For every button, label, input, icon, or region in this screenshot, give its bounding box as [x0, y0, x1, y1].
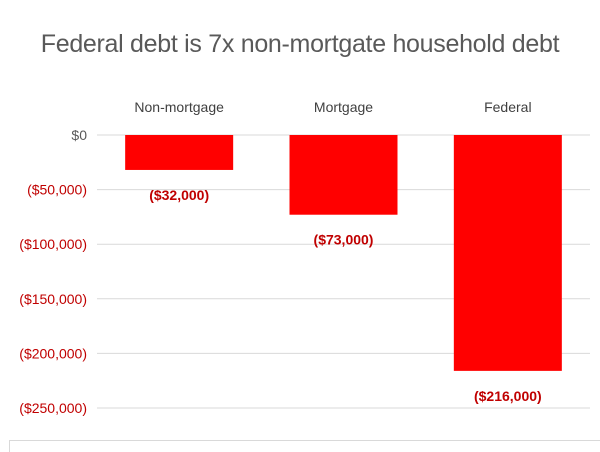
bar	[125, 135, 234, 170]
data-label: ($216,000)	[474, 388, 542, 404]
data-label: ($73,000)	[314, 232, 374, 248]
y-tick-label: $0	[71, 127, 87, 143]
bar	[453, 135, 562, 371]
y-tick-label: ($50,000)	[27, 182, 87, 198]
chart-title: Federal debt is 7x non-mortgate househol…	[40, 30, 560, 58]
bar	[289, 135, 398, 215]
category-label: Non-mortgage	[134, 99, 224, 115]
data-label: ($32,000)	[149, 187, 209, 203]
y-tick-label: ($250,000)	[19, 400, 87, 416]
category-label: Federal	[484, 99, 531, 115]
chart-border	[9, 440, 600, 452]
category-label: Mortgage	[314, 99, 373, 115]
y-tick-label: ($200,000)	[19, 345, 87, 361]
y-tick-label: ($150,000)	[19, 291, 87, 307]
y-tick-label: ($100,000)	[19, 236, 87, 252]
